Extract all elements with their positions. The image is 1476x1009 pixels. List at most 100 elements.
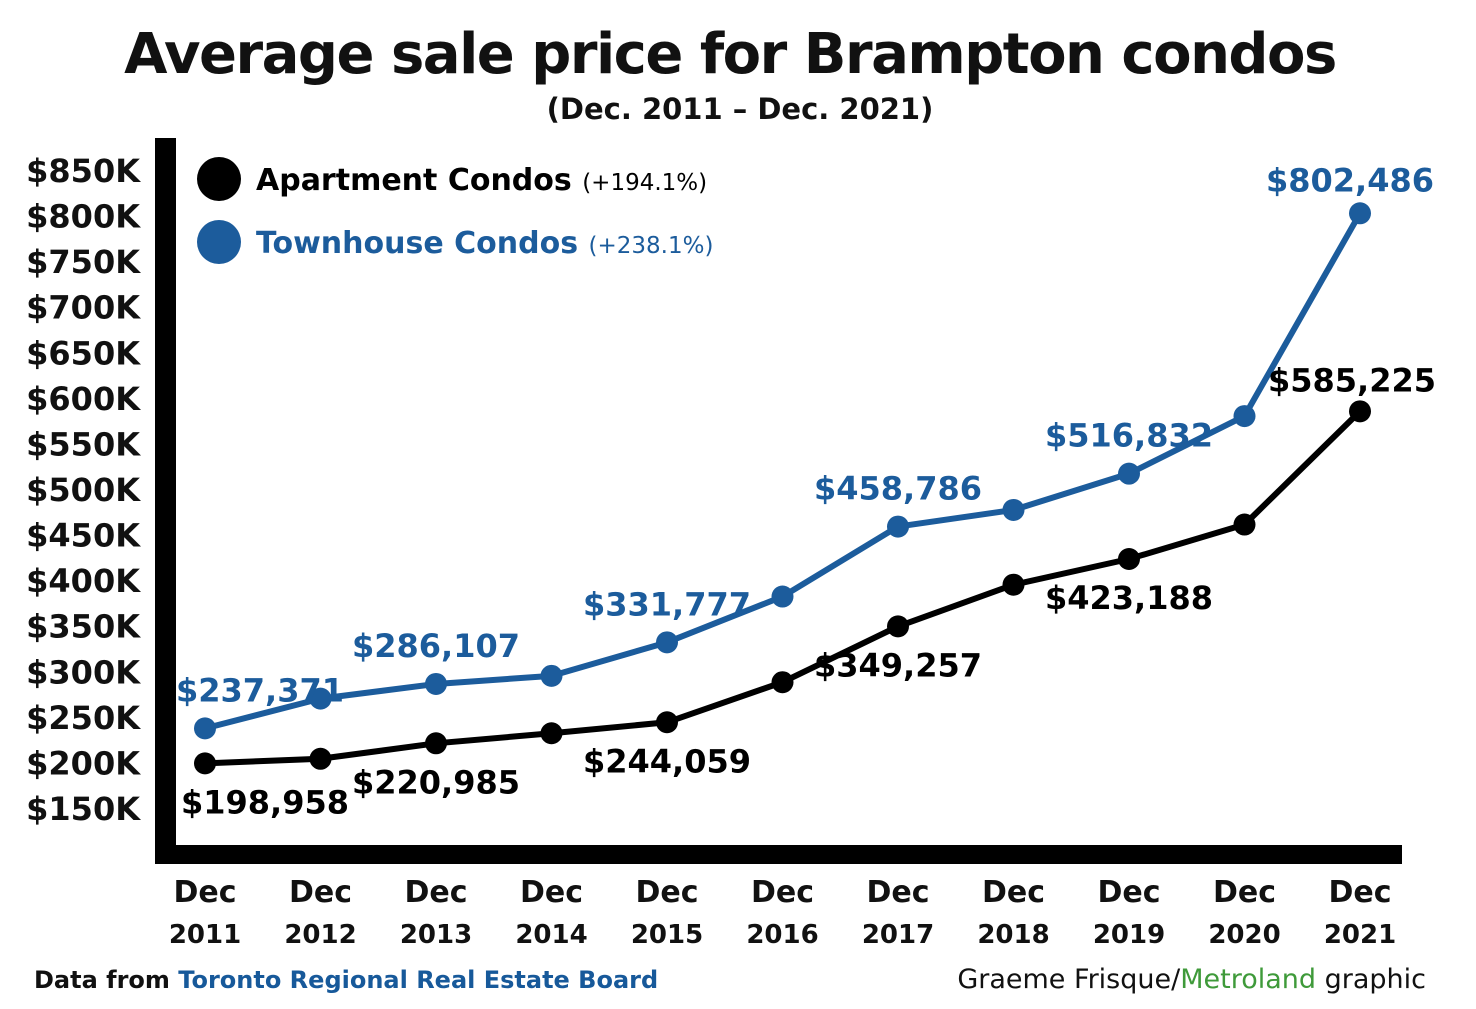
x-tick-year-label: 2016 bbox=[746, 920, 818, 950]
y-tick-label: $400K bbox=[26, 562, 141, 600]
apartment-point bbox=[771, 671, 794, 694]
legend: Apartment Condos (+194.1%) Townhouse Cond… bbox=[197, 157, 713, 264]
townhouse-point bbox=[1118, 462, 1140, 485]
x-axis-line bbox=[155, 845, 1402, 864]
legend-series-change: (+194.1%) bbox=[582, 170, 707, 196]
townhouse-data-label: $458,786 bbox=[814, 470, 982, 508]
apartment-series bbox=[194, 400, 1371, 775]
y-tick-label: $200K bbox=[26, 744, 141, 782]
x-tick-month-label: Dec bbox=[1328, 875, 1391, 910]
townhouse-point bbox=[887, 515, 909, 538]
apartment-point bbox=[425, 732, 447, 755]
apartment-point bbox=[887, 615, 909, 638]
legend-item-townhouse: Townhouse Condos (+238.1%) bbox=[197, 220, 713, 264]
apartment-point bbox=[309, 747, 332, 770]
x-tick-month-label: Dec bbox=[289, 875, 352, 910]
apartment-data-label: $585,225 bbox=[1268, 361, 1436, 399]
y-tick-label: $150K bbox=[26, 790, 141, 828]
x-tick-month-label: Dec bbox=[404, 875, 467, 910]
x-tick-year-label: 2012 bbox=[284, 920, 356, 950]
townhouse-point bbox=[194, 717, 216, 740]
townhouse-data-label: $237,371 bbox=[176, 671, 344, 709]
townhouse-data-label: $802,486 bbox=[1266, 161, 1434, 199]
apartment-point bbox=[1233, 513, 1256, 536]
chart-axes bbox=[155, 138, 1402, 864]
legend-marker bbox=[197, 157, 241, 201]
apartment-point bbox=[1002, 573, 1025, 596]
townhouse-point bbox=[1349, 202, 1371, 225]
apartment-point bbox=[1118, 548, 1140, 571]
chart-title: Average sale price for Brampton condos bbox=[124, 22, 1337, 87]
y-tick-label: $750K bbox=[26, 243, 141, 281]
townhouse-point bbox=[656, 631, 678, 654]
x-tick-year-label: 2015 bbox=[631, 920, 703, 950]
x-tick-year-label: 2018 bbox=[977, 920, 1049, 950]
legend-series-name: Apartment Condos bbox=[256, 163, 582, 198]
credit-author: Graeme Frisque/ bbox=[957, 964, 1181, 995]
legend-series-name: Townhouse Condos bbox=[256, 226, 589, 261]
townhouse-point bbox=[771, 585, 794, 608]
townhouse-point bbox=[1233, 405, 1256, 428]
x-tick-month-label: Dec bbox=[1213, 875, 1276, 910]
source-name: Toronto Regional Real Estate Board bbox=[178, 966, 659, 994]
townhouse-point bbox=[1002, 498, 1025, 521]
x-tick-year-label: 2011 bbox=[169, 920, 241, 950]
x-tick-year-label: 2013 bbox=[400, 920, 472, 950]
source-note: Data from Toronto Regional Real Estate B… bbox=[34, 966, 658, 994]
apartment-point bbox=[540, 722, 563, 745]
townhouse-data-label: $516,832 bbox=[1045, 417, 1213, 455]
y-tick-label: $500K bbox=[26, 471, 141, 509]
townhouse-point bbox=[425, 672, 447, 695]
x-tick-month-label: Dec bbox=[866, 875, 929, 910]
x-tick-year-label: 2021 bbox=[1324, 920, 1396, 950]
apartment-data-label: $220,985 bbox=[352, 763, 520, 801]
legend-series-change: (+238.1%) bbox=[589, 233, 714, 259]
series-layer bbox=[194, 202, 1371, 775]
townhouse-data-label: $286,107 bbox=[352, 627, 520, 665]
y-tick-label: $600K bbox=[26, 380, 141, 418]
y-tick-label: $250K bbox=[26, 699, 141, 737]
x-tick-year-label: 2020 bbox=[1208, 920, 1280, 950]
legend-marker bbox=[197, 220, 241, 264]
y-tick-label: $350K bbox=[26, 608, 141, 646]
apartment-point bbox=[1349, 400, 1371, 423]
credit-note: Graeme Frisque/Metroland graphic bbox=[957, 964, 1426, 995]
apartment-point bbox=[656, 711, 678, 734]
x-tick-month-label: Dec bbox=[982, 875, 1045, 910]
x-tick-month-label: Dec bbox=[1097, 875, 1160, 910]
x-tick-year-label: 2014 bbox=[515, 920, 587, 950]
apartment-point bbox=[194, 752, 216, 775]
apartment-data-label: $198,958 bbox=[181, 783, 349, 821]
apartment-data-label: $244,059 bbox=[583, 742, 751, 780]
credit-brand: Metroland bbox=[1180, 964, 1317, 995]
y-axis-line bbox=[155, 138, 176, 864]
y-tick-label: $800K bbox=[26, 198, 141, 236]
x-tick-year-label: 2019 bbox=[1093, 920, 1165, 950]
x-tick-month-label: Dec bbox=[173, 875, 236, 910]
apartment-data-label: $349,257 bbox=[814, 646, 982, 684]
legend-item-apartment: Apartment Condos (+194.1%) bbox=[197, 157, 707, 201]
y-tick-label: $650K bbox=[26, 334, 141, 372]
x-tick-month-label: Dec bbox=[751, 875, 814, 910]
y-tick-label: $450K bbox=[26, 517, 141, 555]
x-axis-ticks: Dec 2011 Dec 2012 Dec 2013 Dec 2014 Dec 2015 Dec 20… bbox=[169, 875, 1396, 950]
y-tick-label: $850K bbox=[26, 152, 141, 190]
y-tick-label: $550K bbox=[26, 425, 141, 463]
townhouse-series bbox=[194, 202, 1371, 740]
x-tick-month-label: Dec bbox=[635, 875, 698, 910]
y-tick-label: $700K bbox=[26, 289, 141, 327]
townhouse-data-label: $331,777 bbox=[583, 585, 751, 623]
data-labels-layer: $198,958$220,985 $244,059 $349,257 $423,188… bbox=[176, 161, 1436, 821]
apartment-data-label: $423,188 bbox=[1045, 579, 1213, 617]
legend-label: Townhouse Condos (+238.1%) bbox=[256, 226, 713, 261]
credit-suffix: graphic bbox=[1316, 964, 1426, 995]
chart-subtitle: (Dec. 2011 – Dec. 2021) bbox=[546, 92, 934, 126]
x-tick-month-label: Dec bbox=[520, 875, 583, 910]
x-tick-year-label: 2017 bbox=[862, 920, 934, 950]
townhouse-point bbox=[309, 687, 332, 710]
source-prefix: Data from bbox=[34, 966, 179, 994]
legend-label: Apartment Condos (+194.1%) bbox=[256, 163, 707, 198]
y-tick-label: $300K bbox=[26, 653, 141, 691]
y-axis-ticks: $150K $200K $250K $300K $350K $400K $450K $500K… bbox=[26, 152, 141, 828]
